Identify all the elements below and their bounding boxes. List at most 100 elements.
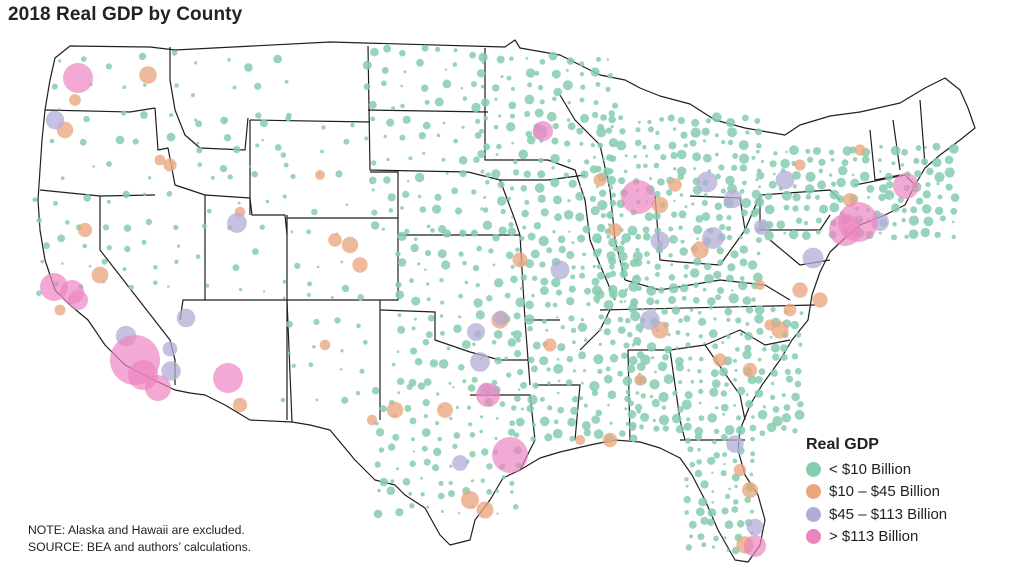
legend-item-medium: $10 – $45 Billion [806, 481, 947, 504]
county-bubble [794, 159, 805, 170]
county-bubble [910, 206, 917, 213]
county-bubble [124, 246, 130, 252]
county-bubble [505, 293, 511, 299]
county-bubble [771, 369, 778, 376]
county-bubble [591, 143, 595, 147]
county-bubble [596, 410, 603, 417]
county-bubble [78, 223, 92, 237]
county-bubble [867, 196, 870, 199]
county-bubble [776, 171, 795, 190]
county-bubble [545, 302, 551, 308]
county-bubble [850, 179, 859, 188]
county-bubble [732, 153, 738, 159]
county-bubble [636, 164, 641, 169]
county-bubble [460, 170, 467, 177]
county-bubble [878, 158, 882, 162]
county-bubble [468, 384, 476, 392]
county-bubble [782, 393, 786, 397]
county-bubble [837, 178, 846, 187]
county-bubble [291, 174, 296, 179]
county-bubble [648, 126, 654, 132]
county-bubble [610, 340, 616, 346]
county-bubble [690, 140, 697, 147]
county-bubble [376, 428, 384, 436]
county-bubble [770, 160, 777, 167]
county-bubble [755, 280, 765, 290]
county-bubble [597, 264, 602, 269]
county-bubble [636, 391, 640, 395]
county-bubble [521, 274, 528, 281]
county-bubble [116, 136, 125, 145]
county-bubble [388, 193, 396, 201]
county-bubble [688, 356, 692, 360]
county-bubble [643, 233, 651, 241]
county-bubble [698, 318, 706, 326]
county-bubble [372, 188, 375, 191]
county-bubble [621, 180, 655, 214]
county-bubble [578, 351, 586, 359]
county-bubble [572, 241, 575, 244]
county-bubble [540, 286, 549, 295]
county-bubble [223, 119, 227, 123]
county-bubble [472, 343, 476, 347]
county-bubble [232, 264, 239, 271]
county-bubble [627, 377, 631, 381]
county-bubble [396, 467, 399, 470]
county-bubble [511, 405, 517, 411]
county-bubble [566, 69, 569, 72]
county-bubble [371, 221, 379, 229]
county-bubble [715, 406, 718, 409]
county-bubble [608, 390, 617, 399]
county-bubble [707, 413, 717, 423]
county-bubble [745, 400, 753, 408]
county-bubble [425, 100, 430, 105]
county-bubble [658, 287, 664, 293]
county-bubble [735, 317, 741, 323]
county-bubble [604, 328, 611, 335]
county-bubble [435, 421, 439, 425]
county-bubble [122, 191, 129, 198]
county-bubble [544, 433, 552, 441]
county-bubble [233, 398, 247, 412]
county-bubble [693, 225, 702, 234]
county-bubble [607, 58, 610, 61]
county-bubble [458, 364, 465, 371]
county-bubble [198, 162, 203, 167]
county-bubble [579, 396, 583, 400]
county-bubble [713, 271, 721, 279]
county-bubble [509, 56, 514, 61]
county-bubble [481, 448, 488, 455]
county-bubble [586, 302, 590, 306]
county-bubble [145, 375, 171, 401]
county-bubble [892, 222, 897, 227]
county-bubble [668, 142, 676, 150]
county-bubble [584, 403, 588, 407]
county-bubble [924, 146, 927, 149]
county-bubble [483, 196, 486, 199]
county-bubble [668, 296, 676, 304]
county-bubble [525, 301, 534, 310]
county-bubble [604, 375, 613, 384]
county-bubble [819, 169, 824, 174]
county-bubble [791, 393, 800, 402]
county-bubble [792, 428, 797, 433]
county-bubble [557, 343, 565, 351]
county-bubble [57, 235, 65, 243]
county-bubble [553, 123, 559, 129]
county-bubble [704, 193, 708, 197]
county-bubble [403, 70, 406, 73]
county-bubble [786, 376, 793, 383]
county-bubble [670, 263, 673, 266]
county-bubble [697, 533, 704, 540]
county-bubble [458, 294, 463, 299]
county-bubble [494, 311, 509, 326]
county-bubble [107, 245, 112, 250]
county-bubble [534, 222, 541, 229]
county-bubble [461, 231, 465, 235]
county-bubble [745, 322, 749, 326]
county-bubble [387, 402, 404, 419]
county-bubble [709, 388, 718, 397]
county-bubble [507, 197, 511, 201]
county-bubble [383, 45, 391, 53]
county-bubble [372, 387, 380, 395]
